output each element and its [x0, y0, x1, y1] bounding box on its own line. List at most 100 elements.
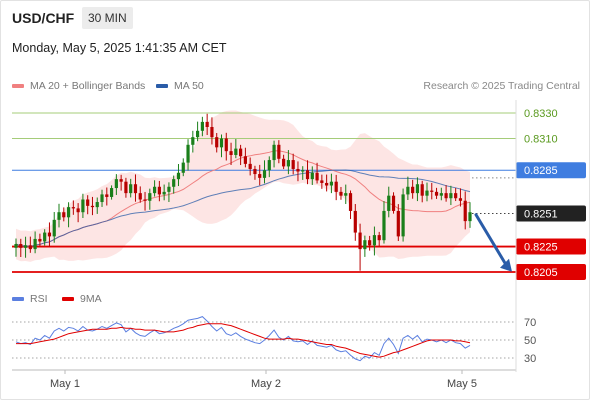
- candle-body: [81, 199, 85, 213]
- candle-body: [33, 238, 37, 250]
- candle-body: [358, 232, 362, 250]
- rsi-tick-70: 70: [524, 317, 536, 329]
- candle-body: [301, 170, 305, 172]
- candle-body: [176, 172, 181, 180]
- candle-body: [66, 207, 71, 218]
- candle-body: [353, 210, 357, 233]
- candle-body: [148, 193, 152, 201]
- candle-body: [372, 235, 377, 246]
- candle-body: [415, 184, 420, 194]
- candle-body: [119, 179, 123, 182]
- ma50-legend-label: MA 50: [174, 80, 204, 92]
- candle-body: [186, 144, 190, 163]
- rsi-tick-30: 30: [524, 353, 536, 365]
- x-tick-May-1: May 1: [50, 378, 80, 390]
- candle-body: [377, 235, 381, 241]
- candle-body: [62, 212, 66, 218]
- candle-body: [191, 137, 195, 145]
- candle-body: [234, 148, 238, 155]
- candle-body: [329, 181, 334, 186]
- candle-body: [463, 200, 467, 222]
- candle-body: [320, 180, 324, 183]
- forecast-arrow-shaft: [474, 213, 508, 267]
- level-label-0.8285: 0.8285: [524, 165, 558, 177]
- candle-body: [368, 240, 372, 246]
- candle-body: [109, 188, 114, 197]
- candle-body: [162, 191, 166, 195]
- candle-body: [430, 190, 434, 192]
- legend-rsi-ma: 9MA: [62, 293, 102, 305]
- level-labels-layer: 0.8330 0.8310 0.8285 0.8251 0.8225 0.8205: [516, 108, 586, 280]
- candle-body: [219, 138, 224, 148]
- rsi-panel: 30 50 70: [12, 316, 536, 365]
- candle-body: [258, 174, 262, 178]
- x-axis: May 1 May 2 May 5: [12, 100, 517, 390]
- legend-rsi: RSI: [12, 293, 48, 305]
- candle-body: [52, 219, 56, 237]
- rsi-ma-legend-label: 9MA: [80, 293, 102, 305]
- x-tick-May-2: May 2: [251, 378, 281, 390]
- candle-body: [172, 179, 176, 187]
- rsi-tick-50: 50: [524, 335, 536, 347]
- level-label-0.8330: 0.8330: [524, 108, 558, 120]
- candle-body: [86, 199, 90, 206]
- timeframe-badge[interactable]: 30 MIN: [82, 7, 133, 29]
- candle-body: [129, 184, 133, 194]
- candle-body: [348, 193, 353, 211]
- ma50-swatch: [156, 84, 168, 88]
- candle-body: [200, 121, 204, 131]
- candle-body: [181, 162, 185, 173]
- rsi-ma-swatch: [62, 297, 74, 301]
- candle-body: [439, 193, 443, 196]
- candle-body: [47, 232, 52, 237]
- candle-body: [229, 151, 233, 155]
- candle-body: [100, 194, 104, 203]
- x-tick-May-5: May 5: [447, 378, 477, 390]
- forecast-arrow-head: [500, 258, 512, 272]
- candle-body: [277, 144, 281, 159]
- candle-body: [411, 186, 415, 194]
- candle-body: [215, 137, 219, 148]
- rsi-ma-line: [16, 323, 471, 358]
- candle-body: [248, 163, 252, 169]
- candle-body: [124, 181, 128, 194]
- rsi-legend-label: RSI: [30, 293, 48, 305]
- candle-body: [406, 186, 410, 195]
- candle-body: [23, 245, 28, 248]
- candle-body: [468, 212, 472, 222]
- candle-body: [296, 168, 300, 172]
- level-tag: [516, 264, 586, 280]
- candle-body: [286, 160, 290, 167]
- candle-body: [28, 245, 32, 250]
- candle-body: [14, 244, 18, 248]
- ma20-swatch: [12, 84, 24, 88]
- report-datetime: Monday, May 5, 2025 1:41:35 AM CET: [12, 41, 227, 55]
- candle-body: [458, 198, 463, 201]
- level-label-0.8225: 0.8225: [524, 242, 558, 254]
- level-label-0.8310: 0.8310: [524, 133, 558, 145]
- candle-body: [95, 202, 99, 208]
- candle-body: [152, 186, 157, 194]
- level-tag: [516, 162, 586, 179]
- legend-ma20: MA 20 + Bollinger Bands: [12, 80, 145, 92]
- candle-body: [243, 156, 247, 164]
- candle-body: [43, 232, 47, 242]
- candle-body: [167, 186, 171, 192]
- candle-body: [387, 195, 391, 211]
- candle-body: [310, 172, 314, 180]
- rsi-swatch: [12, 297, 24, 301]
- legend-ma50: MA 50: [156, 80, 204, 92]
- candle-body: [157, 186, 161, 195]
- candle-body: [210, 126, 214, 138]
- candle-body: [143, 199, 147, 201]
- candle-body: [105, 194, 109, 197]
- candle-body: [401, 194, 405, 237]
- candle-body: [90, 205, 95, 208]
- candle-body: [224, 138, 228, 152]
- rsi-line: [15, 316, 471, 362]
- candle-body: [334, 181, 338, 192]
- candle-body: [196, 130, 200, 138]
- candle-body: [449, 193, 453, 199]
- bollinger-band-layer: [16, 110, 470, 262]
- candle-body: [71, 207, 75, 209]
